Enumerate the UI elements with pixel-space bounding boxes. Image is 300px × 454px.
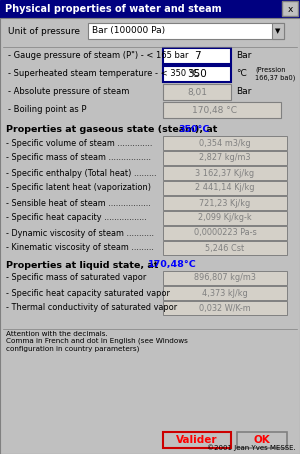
Text: 170,48°C: 170,48°C: [148, 261, 197, 270]
Bar: [272, 23, 284, 39]
Text: - Sensible heat of steam .................: - Sensible heat of steam ...............…: [6, 198, 151, 207]
Text: - Specific mass of steam .................: - Specific mass of steam ...............…: [6, 153, 151, 163]
Text: Bar (100000 Pa): Bar (100000 Pa): [92, 26, 165, 35]
Text: Bar: Bar: [236, 51, 251, 60]
Text: 3 162,37 Kj/kg: 3 162,37 Kj/kg: [195, 168, 255, 178]
Text: - Absolute pressure of steam: - Absolute pressure of steam: [8, 88, 129, 97]
Text: - Specific enthalpy (Total heat) .........: - Specific enthalpy (Total heat) .......…: [6, 168, 157, 178]
Text: 5,246 Cst: 5,246 Cst: [206, 243, 244, 252]
Bar: [163, 151, 287, 165]
Text: 721,23 Kj/kg: 721,23 Kj/kg: [200, 198, 250, 207]
Bar: [163, 226, 287, 240]
Text: Attention with the decimals.
Comma in French and dot in English (see Windows
con: Attention with the decimals. Comma in Fr…: [6, 331, 188, 351]
Bar: [282, 1, 298, 16]
Text: - Gauge pressure of steam (P") - < 165 bar: - Gauge pressure of steam (P") - < 165 b…: [8, 51, 188, 60]
Text: 0,0000223 Pa-s: 0,0000223 Pa-s: [194, 228, 256, 237]
Bar: [163, 301, 287, 315]
Text: Properties at liquid state, at: Properties at liquid state, at: [6, 261, 162, 270]
Text: 4,373 kJ/kg: 4,373 kJ/kg: [202, 288, 248, 297]
Text: Bar: Bar: [236, 88, 251, 97]
Text: Physical properties of water and steam: Physical properties of water and steam: [5, 4, 222, 14]
Bar: [237, 432, 287, 448]
Text: - Specific heat capacity saturated vapor: - Specific heat capacity saturated vapor: [6, 288, 170, 297]
Bar: [163, 181, 287, 195]
Text: 170,48 °C: 170,48 °C: [193, 105, 238, 114]
Bar: [163, 241, 287, 255]
Bar: [163, 48, 231, 64]
Bar: [163, 136, 287, 150]
Text: Valider: Valider: [176, 435, 218, 445]
Bar: [163, 286, 287, 300]
Text: ▼: ▼: [275, 28, 281, 34]
Text: - Specific latent heat (vaporization): - Specific latent heat (vaporization): [6, 183, 151, 192]
Text: - Superheated steam temperature - < 350 °C: - Superheated steam temperature - < 350 …: [8, 69, 199, 79]
Text: OK: OK: [254, 435, 270, 445]
Text: x: x: [287, 5, 293, 14]
Text: Properties at gaseous state (steam), at: Properties at gaseous state (steam), at: [6, 125, 220, 134]
Text: °C: °C: [236, 69, 247, 79]
Text: ©2001 Jean Yves MESSE.: ©2001 Jean Yves MESSE.: [207, 444, 296, 451]
Text: - Specific volume of steam ..............: - Specific volume of steam .............…: [6, 138, 152, 148]
Bar: [163, 48, 231, 64]
Text: 2,099 Kj/kg-k: 2,099 Kj/kg-k: [198, 213, 252, 222]
Bar: [163, 66, 231, 82]
Text: 7: 7: [194, 51, 200, 61]
Bar: [0, 0, 300, 18]
Bar: [163, 196, 287, 210]
Text: - Specific mass of saturated vapor: - Specific mass of saturated vapor: [6, 273, 146, 282]
Text: - Dynamic viscosity of steam ...........: - Dynamic viscosity of steam ...........: [6, 228, 154, 237]
Bar: [163, 432, 231, 448]
Bar: [163, 84, 231, 100]
Text: - Thermal conductivity of saturated vapor: - Thermal conductivity of saturated vapo…: [6, 304, 177, 312]
Text: - Kinematic viscosity of steam .........: - Kinematic viscosity of steam .........: [6, 243, 154, 252]
Text: 0,032 W/K-m: 0,032 W/K-m: [199, 304, 251, 312]
Bar: [163, 166, 287, 180]
Text: 896,807 kg/m3: 896,807 kg/m3: [194, 273, 256, 282]
Text: 0,354 m3/kg: 0,354 m3/kg: [199, 138, 251, 148]
Bar: [163, 66, 231, 82]
Text: 350: 350: [187, 69, 207, 79]
Bar: [163, 211, 287, 225]
Bar: [163, 102, 281, 118]
Text: 2,827 kg/m3: 2,827 kg/m3: [199, 153, 251, 163]
Bar: [88, 23, 284, 39]
Text: 166,37 ba0): 166,37 ba0): [255, 75, 296, 81]
Text: 350°C: 350°C: [178, 125, 209, 134]
Text: Unit of pressure: Unit of pressure: [8, 26, 80, 35]
Text: 8,01: 8,01: [187, 88, 207, 97]
Text: 2 441,14 Kj/kg: 2 441,14 Kj/kg: [195, 183, 255, 192]
Text: - Boiling point as P: - Boiling point as P: [8, 105, 86, 114]
Text: (Pression: (Pression: [255, 67, 286, 73]
Bar: [163, 271, 287, 285]
Text: - Specific heat capacity .................: - Specific heat capacity ...............…: [6, 213, 147, 222]
